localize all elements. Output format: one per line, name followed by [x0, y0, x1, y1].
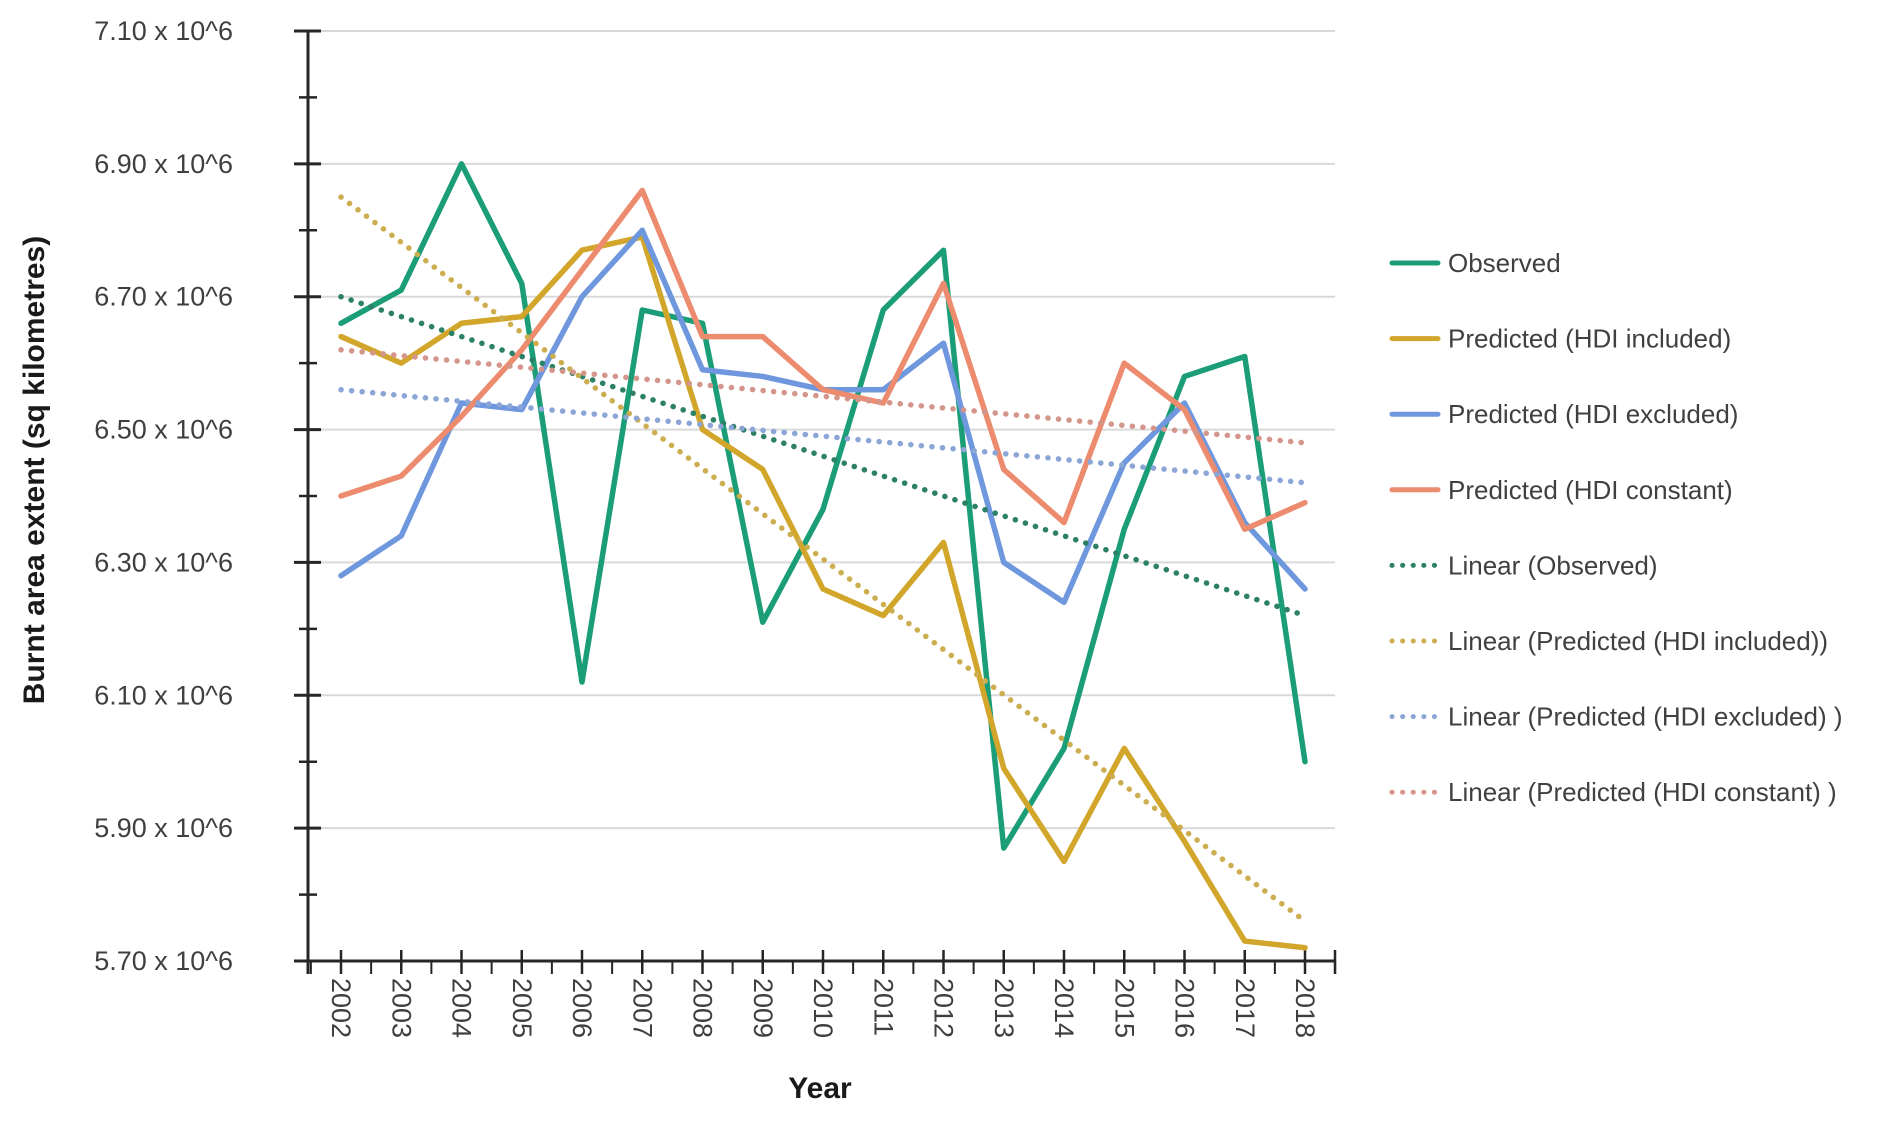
- x-tick-label: 2008: [688, 978, 718, 1038]
- x-tick-label: 2007: [627, 978, 657, 1038]
- gridlines-layer: [308, 30, 1335, 830]
- trendline-linear-predicted-hdi-constant: [338, 347, 1308, 446]
- legend-item-linear-predicted-hdi-excluded: Linear (Predicted (HDI excluded) ): [1389, 702, 1843, 732]
- legend-label: Observed: [1448, 248, 1561, 278]
- trendline-linear-observed: [338, 293, 1308, 619]
- legend-item-linear-predicted-hdi-constant: Linear (Predicted (HDI constant) ): [1389, 777, 1837, 807]
- axes-layer: [294, 29, 1337, 974]
- x-tick-label: 2011: [868, 978, 898, 1036]
- legend-item-linear-predicted-hdi-included: Linear (Predicted (HDI included)): [1389, 626, 1828, 656]
- x-tick-label: 2005: [507, 978, 537, 1038]
- series-layer: [338, 161, 1308, 951]
- y-axis-title: Burnt area extent (sq kilometres): [18, 236, 51, 704]
- x-axis-title: Year: [788, 1072, 852, 1105]
- x-tick-label: 2004: [447, 978, 477, 1038]
- x-tick-label: 2009: [748, 978, 778, 1038]
- x-tick-label: 2006: [567, 978, 597, 1038]
- y-tick-label: 6.10 x 10^6: [94, 680, 233, 710]
- series-predicted-hdi-excluded: [338, 227, 1308, 606]
- y-tick-label: 5.70 x 10^6: [94, 946, 233, 976]
- legend-label: Predicted (HDI constant): [1448, 475, 1733, 505]
- x-tick-label: 2017: [1230, 978, 1260, 1038]
- y-tick-label: 6.70 x 10^6: [94, 282, 233, 312]
- x-tick-label: 2014: [1049, 978, 1079, 1038]
- trendline-linear-predicted-hdi-included: [338, 194, 1308, 924]
- legend-item-observed: Observed: [1389, 248, 1561, 278]
- series-observed: [338, 161, 1308, 851]
- x-tick-label: 2002: [326, 978, 356, 1038]
- legend-label: Linear (Predicted (HDI excluded) ): [1448, 702, 1843, 732]
- legend-item-linear-observed: Linear (Observed): [1389, 550, 1658, 580]
- y-tick-label: 6.50 x 10^6: [94, 415, 233, 445]
- legend-label: Linear (Predicted (HDI constant) ): [1448, 777, 1837, 807]
- trendline-linear-predicted-hdi-excluded: [338, 386, 1308, 486]
- x-tick-label: 2013: [989, 978, 1019, 1038]
- x-tick-label: 2003: [386, 978, 416, 1038]
- series-predicted-hdi-constant: [338, 187, 1308, 532]
- x-tick-label: 2015: [1109, 978, 1139, 1038]
- legend-label: Predicted (HDI included): [1448, 324, 1731, 354]
- legend-label: Linear (Observed): [1448, 550, 1658, 580]
- tick-labels-layer: 7.10 x 10^6 6.90 x 10^6 6.70 x 10^6 6.50 x …: [94, 16, 1320, 1038]
- y-tick-label: 5.90 x 10^6: [94, 813, 233, 843]
- legend-item-predicted-hdi-included: Predicted (HDI included): [1389, 324, 1731, 354]
- legend-label: Predicted (HDI excluded): [1448, 399, 1738, 429]
- x-tick-label: 2010: [808, 978, 838, 1038]
- y-tick-label: 6.90 x 10^6: [94, 149, 233, 179]
- legend-label: Linear (Predicted (HDI included)): [1448, 626, 1828, 656]
- legend-item-predicted-hdi-constant: Predicted (HDI constant): [1389, 475, 1733, 505]
- legend: Observed Predicted (HDI included) Predicte…: [1389, 248, 1843, 807]
- x-tick-label: 2018: [1290, 978, 1320, 1038]
- legend-item-predicted-hdi-excluded: Predicted (HDI excluded): [1389, 399, 1738, 429]
- series-predicted-hdi-included: [338, 234, 1308, 951]
- y-tick-label: 7.10 x 10^6: [94, 16, 233, 46]
- y-tick-label: 6.30 x 10^6: [94, 547, 233, 577]
- x-tick-label: 2012: [929, 978, 959, 1038]
- x-tick-label: 2016: [1170, 978, 1200, 1038]
